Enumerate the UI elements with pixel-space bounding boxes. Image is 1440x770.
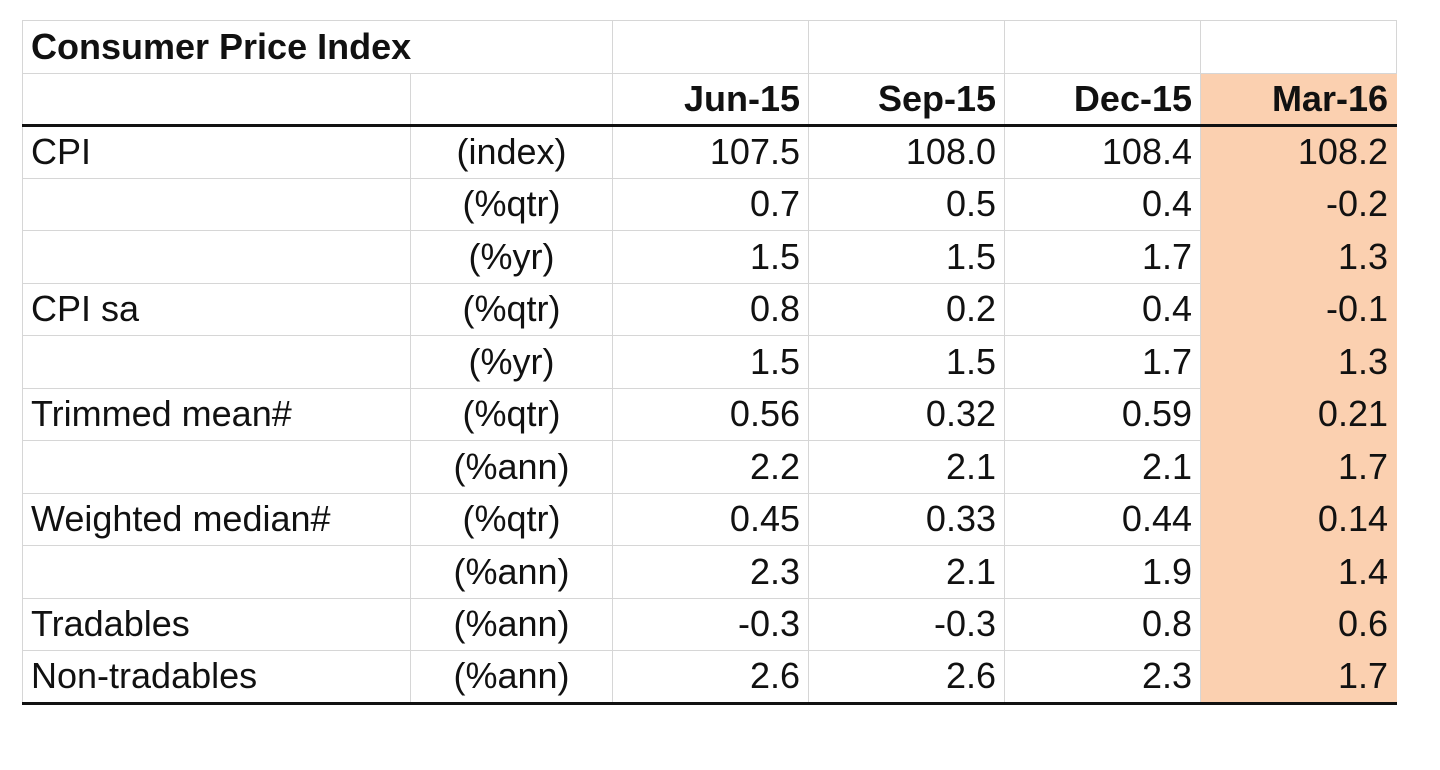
row-label (22, 545, 411, 599)
table-row: (%ann) 2.3 2.1 1.9 1.4 (22, 545, 1397, 599)
value-cell: 0.59 (1004, 387, 1201, 441)
value-cell: 0.8 (612, 282, 809, 336)
value-cell: 0.5 (808, 177, 1005, 231)
value-cell: 0.6 (1200, 597, 1397, 651)
value-cell: 2.3 (612, 545, 809, 599)
table-header-row: Jun-15 Sep-15 Dec-15 Mar-16 (22, 72, 1397, 127)
column-header-dec-15: Dec-15 (1004, 72, 1201, 127)
value-cell: 0.4 (1004, 282, 1201, 336)
row-label: Trimmed mean# (22, 387, 411, 441)
value-cell: -0.2 (1200, 177, 1397, 231)
row-label (22, 440, 411, 494)
header-empty-cell (410, 72, 613, 127)
value-cell: -0.1 (1200, 282, 1397, 336)
cpi-table-container: Consumer Price Index Jun-15 Sep-15 Dec-1… (22, 20, 1397, 705)
table-row: (%ann) 2.2 2.1 2.1 1.7 (22, 440, 1397, 494)
value-cell: 1.7 (1200, 440, 1397, 494)
row-unit: (%ann) (410, 597, 613, 651)
row-unit: (%yr) (410, 335, 613, 389)
table-row: Non-tradables (%ann) 2.6 2.6 2.3 1.7 (22, 650, 1397, 705)
value-cell: 1.7 (1004, 230, 1201, 284)
value-cell: 2.6 (612, 650, 809, 705)
row-unit: (index) (410, 125, 613, 179)
title-empty-cell (612, 20, 809, 74)
row-unit: (%qtr) (410, 177, 613, 231)
value-cell: 108.2 (1200, 125, 1397, 179)
value-cell: 2.6 (808, 650, 1005, 705)
value-cell: 1.3 (1200, 335, 1397, 389)
value-cell: 1.3 (1200, 230, 1397, 284)
value-cell: 108.4 (1004, 125, 1201, 179)
value-cell: 107.5 (612, 125, 809, 179)
title-empty-cell (1200, 20, 1397, 74)
table-title: Consumer Price Index (22, 20, 613, 74)
row-label: Tradables (22, 597, 411, 651)
row-label: CPI (22, 125, 411, 179)
table-row: (%yr) 1.5 1.5 1.7 1.3 (22, 230, 1397, 284)
title-empty-cell (808, 20, 1005, 74)
row-unit: (%qtr) (410, 492, 613, 546)
column-header-jun-15: Jun-15 (612, 72, 809, 127)
value-cell: 1.5 (808, 335, 1005, 389)
value-cell: 0.44 (1004, 492, 1201, 546)
row-unit: (%qtr) (410, 282, 613, 336)
row-unit: (%yr) (410, 230, 613, 284)
row-label (22, 335, 411, 389)
header-empty-cell (22, 72, 411, 127)
row-unit: (%ann) (410, 440, 613, 494)
row-unit: (%qtr) (410, 387, 613, 441)
table-row: CPI (index) 107.5 108.0 108.4 108.2 (22, 125, 1397, 179)
value-cell: 1.5 (808, 230, 1005, 284)
table-row: (%qtr) 0.7 0.5 0.4 -0.2 (22, 177, 1397, 231)
row-label: Weighted median# (22, 492, 411, 546)
value-cell: 2.2 (612, 440, 809, 494)
value-cell: 1.9 (1004, 545, 1201, 599)
row-label: CPI sa (22, 282, 411, 336)
value-cell: 1.7 (1004, 335, 1201, 389)
value-cell: 2.1 (808, 440, 1005, 494)
row-label: Non-tradables (22, 650, 411, 705)
table-row: Tradables (%ann) -0.3 -0.3 0.8 0.6 (22, 597, 1397, 651)
value-cell: 0.4 (1004, 177, 1201, 231)
table-title-row: Consumer Price Index (22, 20, 1397, 74)
row-unit: (%ann) (410, 545, 613, 599)
row-label (22, 230, 411, 284)
value-cell: 0.2 (808, 282, 1005, 336)
value-cell: -0.3 (808, 597, 1005, 651)
value-cell: 0.21 (1200, 387, 1397, 441)
value-cell: 0.7 (612, 177, 809, 231)
value-cell: 2.1 (1004, 440, 1201, 494)
value-cell: 1.5 (612, 335, 809, 389)
value-cell: 2.3 (1004, 650, 1201, 705)
table-row: Trimmed mean# (%qtr) 0.56 0.32 0.59 0.21 (22, 387, 1397, 441)
column-header-mar-16: Mar-16 (1200, 72, 1397, 127)
table-row: CPI sa (%qtr) 0.8 0.2 0.4 -0.1 (22, 282, 1397, 336)
row-unit: (%ann) (410, 650, 613, 705)
value-cell: 0.33 (808, 492, 1005, 546)
table-row: (%yr) 1.5 1.5 1.7 1.3 (22, 335, 1397, 389)
column-header-sep-15: Sep-15 (808, 72, 1005, 127)
value-cell: 0.14 (1200, 492, 1397, 546)
value-cell: 1.4 (1200, 545, 1397, 599)
value-cell: 1.5 (612, 230, 809, 284)
value-cell: 108.0 (808, 125, 1005, 179)
value-cell: 0.56 (612, 387, 809, 441)
value-cell: 2.1 (808, 545, 1005, 599)
row-label (22, 177, 411, 231)
value-cell: 0.32 (808, 387, 1005, 441)
value-cell: 0.8 (1004, 597, 1201, 651)
value-cell: 0.45 (612, 492, 809, 546)
cpi-table: Consumer Price Index Jun-15 Sep-15 Dec-1… (22, 20, 1397, 705)
value-cell: 1.7 (1200, 650, 1397, 705)
table-row: Weighted median# (%qtr) 0.45 0.33 0.44 0.14 (22, 492, 1397, 546)
title-empty-cell (1004, 20, 1201, 74)
value-cell: -0.3 (612, 597, 809, 651)
